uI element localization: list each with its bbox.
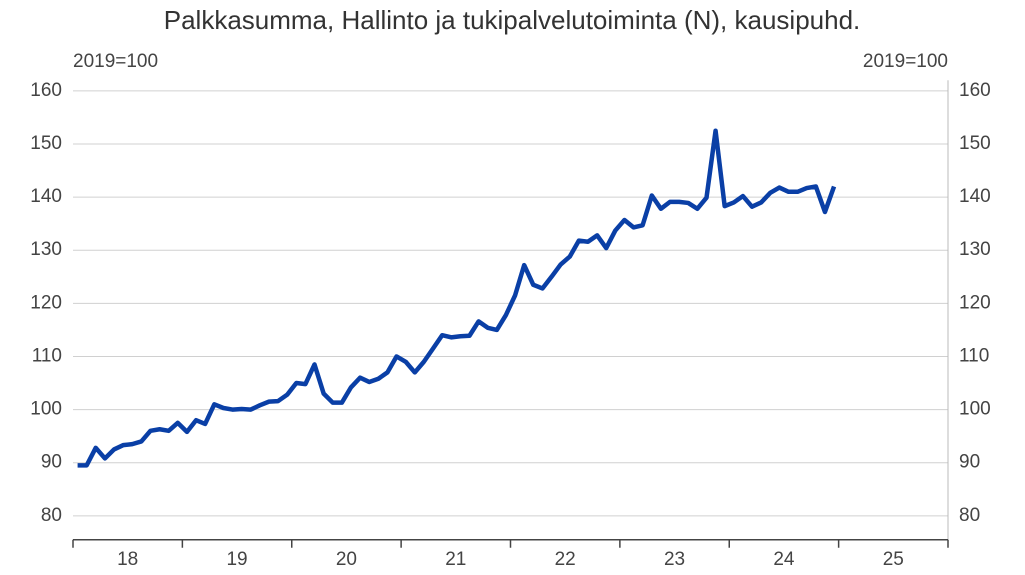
y-tick-label: 150 [30, 133, 62, 154]
y2-tick-label: 160 [959, 80, 991, 101]
x-tick-label: 24 [773, 549, 795, 570]
y-tick-label: 140 [30, 186, 62, 207]
y-tick-label: 90 [41, 452, 62, 473]
y-unit-left: 2019=100 [73, 51, 158, 72]
y-tick-label: 120 [30, 292, 62, 313]
chart-title: Palkkasumma, Hallinto ja tukipalvelutoim… [164, 5, 861, 35]
x-tick-label: 19 [226, 549, 247, 570]
y-tick-label: 100 [30, 399, 62, 420]
x-tick-label: 20 [336, 549, 357, 570]
y2-tick-label: 110 [959, 345, 989, 366]
y-unit-right: 2019=100 [863, 51, 948, 72]
y2-tick-label: 130 [959, 239, 991, 260]
x-tick-label: 22 [555, 549, 576, 570]
y-tick-label: 130 [30, 239, 62, 260]
y2-tick-label: 80 [959, 505, 980, 526]
x-tick-label: 21 [445, 549, 466, 570]
x-tick-label: 25 [883, 549, 904, 570]
y2-tick-label: 150 [959, 133, 991, 154]
y-tick-label: 80 [41, 505, 62, 526]
y2-tick-label: 90 [959, 452, 980, 473]
x-tick-label: 23 [664, 549, 685, 570]
x-tick-label: 18 [117, 549, 138, 570]
y2-tick-label: 140 [959, 186, 991, 207]
y-tick-label: 160 [30, 80, 62, 101]
y2-tick-label: 120 [959, 292, 991, 313]
y-tick-label: 110 [32, 345, 62, 366]
data-line [77, 128, 837, 468]
y2-tick-label: 100 [959, 399, 991, 420]
